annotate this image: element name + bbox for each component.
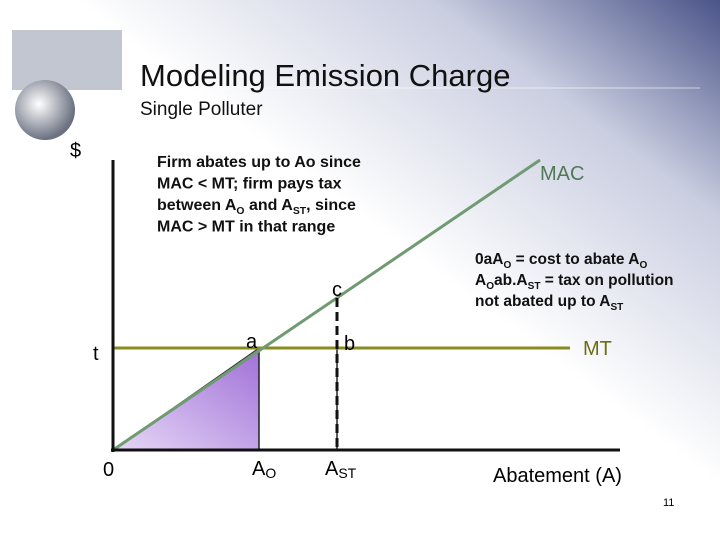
origin-label: 0 [103,459,114,481]
page-number: 11 [663,497,674,509]
ao-label: AO [252,458,276,481]
mac-line [112,158,541,452]
x-axis-label: Abatement (A) [493,465,622,487]
b-label: b [344,333,355,355]
annotation-line: not abated up to AST [475,293,624,313]
title: Modeling Emission Charge [140,58,510,93]
annotation-subscript: O [236,206,244,217]
annotation-text: = cost to abate A [511,251,639,268]
annotation-text: Firm abates up to Ao since [157,154,361,171]
mt-label: MT [583,338,612,360]
annotation-line: between AO and AST, since [157,197,356,217]
annotation-text: MAC < MT; firm pays tax [157,176,342,193]
subtitle: Single Polluter [140,99,263,120]
t-label: t [93,343,99,365]
annotation-line: 0aAO = cost to abate AO [475,251,647,271]
annotation-subscript: O [639,260,647,271]
ao-main: A [252,458,266,480]
decor-globe [15,80,75,140]
mac-label: MAC [540,163,584,185]
annotation-text: = tax on pollution [540,272,673,289]
annotation-subscript: ST [528,281,542,292]
annotation-line: MAC < MT; firm pays tax [157,176,342,193]
annotation-text: ab.A [494,272,528,289]
ast-label: AST [325,458,357,481]
annotation-subscript: ST [293,206,307,217]
annotation-text: , since [306,197,356,214]
annotation-text: MAC > MT in that range [157,219,335,236]
ao-sub: O [265,465,276,481]
annotation-text: and A [245,197,294,214]
dollar-label: $ [70,140,81,162]
annotation-text: A [475,272,486,289]
annotation-subscript: O [486,281,494,292]
annotation-line: MAC > MT in that range [157,219,335,236]
annotation-line: Firm abates up to Ao since [157,154,361,171]
annotation-text: not abated up to A [475,293,610,310]
a-label: a [246,331,258,353]
annotation-text: between A [157,197,237,214]
annotation-line: AOab.AST = tax on pollution [475,272,674,292]
ast-main: A [325,458,339,480]
annotation-subscript: ST [610,302,624,313]
ast-sub: ST [338,465,356,481]
c-label: c [332,279,342,301]
annotation-text: 0aA [475,251,503,268]
annotation-subscript: O [503,260,511,271]
decor-image [12,30,122,90]
tax-area [258,347,338,451]
